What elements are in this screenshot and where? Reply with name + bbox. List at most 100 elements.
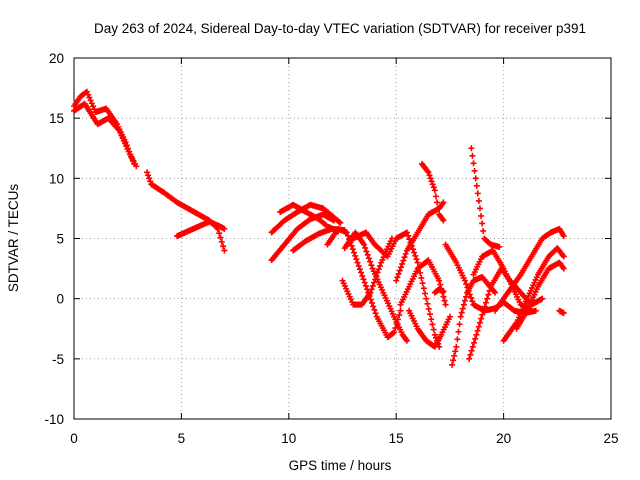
data-point	[440, 217, 447, 224]
data-point	[446, 313, 453, 320]
data-point	[437, 281, 444, 288]
data-point	[420, 285, 427, 292]
data-point	[492, 289, 499, 296]
y-tick-label: 5	[56, 232, 64, 247]
x-axis-label: GPS time / hours	[289, 458, 392, 473]
data-point	[485, 291, 492, 298]
x-tick-label: 10	[281, 431, 296, 446]
data-point	[486, 287, 493, 294]
data-point	[474, 327, 481, 334]
data-point	[401, 254, 408, 261]
data-point	[371, 279, 378, 286]
data-point	[418, 275, 425, 282]
data-point	[482, 299, 489, 306]
data-point	[441, 297, 448, 304]
data-point	[464, 284, 471, 291]
y-tick-label: 20	[49, 51, 64, 66]
data-point	[476, 319, 483, 326]
data-point	[560, 310, 567, 317]
data-point	[431, 331, 438, 338]
data-point	[133, 163, 140, 170]
data-point	[472, 175, 479, 182]
data-point	[435, 205, 442, 212]
data-point	[479, 311, 486, 318]
data-point	[451, 352, 458, 359]
data-point	[481, 303, 488, 310]
data-point	[459, 305, 466, 312]
data-point	[430, 326, 437, 333]
data-point	[355, 262, 362, 269]
data-point	[469, 343, 476, 350]
data-point	[560, 265, 567, 272]
data-point	[354, 259, 361, 266]
data-point	[221, 247, 228, 254]
data-point	[221, 225, 228, 232]
data-point	[496, 243, 503, 250]
data-point	[367, 296, 374, 303]
data-point	[424, 300, 431, 307]
data-point	[343, 229, 350, 236]
data-point	[218, 238, 225, 245]
data-point	[450, 357, 457, 364]
data-point	[220, 243, 227, 250]
data-point	[468, 294, 475, 301]
data-point	[397, 264, 404, 271]
data-point	[479, 220, 486, 227]
data-point	[484, 295, 491, 302]
data-point	[361, 279, 368, 286]
data-point	[403, 229, 410, 236]
data-point	[375, 266, 382, 273]
chart-title: Day 263 of 2024, Sidereal Day-to-day VTE…	[94, 21, 586, 36]
series-track-14	[397, 257, 449, 308]
series-track-4	[174, 218, 228, 240]
data-point	[86, 94, 93, 101]
data-point	[440, 293, 447, 300]
x-tick-label: 15	[389, 431, 404, 446]
data-point	[475, 323, 482, 330]
data-point	[360, 241, 367, 248]
data-point	[402, 250, 409, 257]
data-point	[413, 256, 420, 263]
data-point	[456, 321, 463, 328]
data-point	[469, 152, 476, 159]
data-point	[478, 212, 485, 219]
data-point	[449, 361, 456, 368]
data-point	[397, 307, 404, 314]
data-point	[478, 315, 485, 322]
data-point	[422, 290, 429, 297]
y-tick-label: -10	[44, 412, 64, 427]
data-point	[432, 193, 439, 200]
series-track-16	[418, 160, 447, 224]
data-point	[337, 219, 344, 226]
data-point	[460, 301, 467, 308]
data-point	[440, 199, 447, 206]
series-track-17	[468, 145, 503, 250]
data-point	[463, 293, 470, 300]
data-point	[393, 277, 400, 284]
data-point	[356, 266, 363, 273]
y-tick-label: 10	[49, 171, 64, 186]
data-point	[362, 282, 369, 289]
data-point	[468, 347, 475, 354]
series-track-9	[324, 225, 404, 341]
data-point	[349, 246, 356, 253]
data-point	[403, 337, 410, 344]
data-point	[411, 249, 418, 256]
data-point	[399, 260, 406, 267]
series-track-5	[268, 211, 337, 264]
data-point	[458, 309, 465, 316]
data-point	[368, 262, 375, 269]
data-point	[452, 348, 459, 355]
data-point	[539, 295, 546, 302]
y-tick-label: 0	[56, 292, 64, 307]
data-point	[389, 330, 396, 337]
data-point	[432, 334, 439, 341]
series-track-2	[71, 100, 140, 170]
data-point	[217, 234, 224, 241]
data-point	[476, 205, 483, 212]
data-point	[473, 331, 480, 338]
data-point	[371, 306, 378, 313]
data-point	[453, 343, 460, 350]
data-point	[417, 269, 424, 276]
